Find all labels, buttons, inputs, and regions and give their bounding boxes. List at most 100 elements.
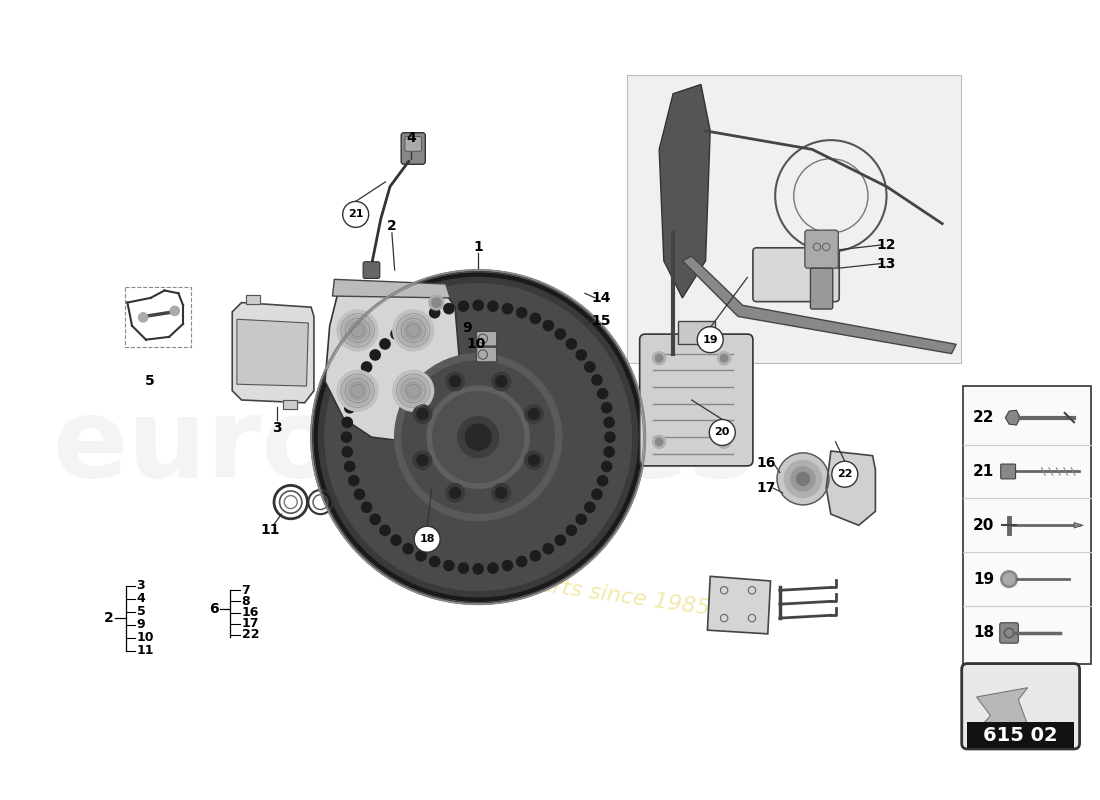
Circle shape (566, 526, 576, 535)
Circle shape (416, 550, 426, 561)
Bar (627, 75, 960, 363)
Text: 2: 2 (387, 219, 397, 234)
Circle shape (398, 376, 428, 406)
Polygon shape (326, 289, 460, 442)
Circle shape (362, 502, 372, 512)
Bar (284, 400, 297, 410)
FancyBboxPatch shape (405, 137, 421, 151)
Circle shape (450, 487, 461, 498)
Circle shape (354, 489, 364, 499)
Circle shape (832, 462, 858, 487)
Circle shape (342, 418, 352, 427)
Text: 8: 8 (242, 595, 250, 608)
Text: 4: 4 (407, 131, 416, 146)
Circle shape (543, 321, 553, 330)
Circle shape (496, 376, 507, 387)
Circle shape (395, 354, 562, 521)
FancyBboxPatch shape (752, 248, 839, 302)
Circle shape (414, 405, 431, 423)
Circle shape (503, 303, 513, 314)
Circle shape (446, 483, 464, 502)
Text: 4: 4 (136, 592, 145, 605)
Circle shape (791, 467, 815, 491)
Polygon shape (977, 688, 1027, 731)
Circle shape (652, 435, 666, 448)
Circle shape (592, 375, 602, 385)
Circle shape (459, 301, 469, 311)
Circle shape (566, 339, 576, 349)
Circle shape (449, 407, 508, 467)
Circle shape (379, 339, 390, 349)
Polygon shape (682, 256, 956, 354)
Circle shape (656, 354, 663, 362)
Text: 5: 5 (145, 374, 154, 389)
Circle shape (525, 405, 543, 423)
Circle shape (517, 308, 527, 318)
Circle shape (349, 475, 359, 486)
Circle shape (585, 362, 595, 372)
Circle shape (576, 514, 586, 524)
Text: 22: 22 (242, 628, 258, 642)
Text: 9: 9 (136, 618, 145, 631)
Circle shape (605, 432, 615, 442)
Bar (246, 295, 260, 305)
Bar (284, 400, 297, 410)
Circle shape (362, 362, 372, 372)
Text: 2: 2 (103, 611, 113, 625)
Circle shape (459, 563, 469, 573)
Circle shape (344, 462, 355, 471)
FancyBboxPatch shape (363, 262, 379, 278)
Circle shape (429, 295, 444, 310)
Circle shape (450, 376, 461, 387)
Circle shape (393, 310, 433, 351)
Circle shape (403, 361, 554, 514)
Circle shape (720, 438, 728, 446)
Circle shape (530, 314, 540, 323)
Text: 7: 7 (242, 584, 251, 597)
Circle shape (465, 424, 492, 450)
Circle shape (432, 298, 441, 307)
Circle shape (528, 454, 539, 466)
Circle shape (604, 446, 614, 457)
Text: 15: 15 (592, 314, 612, 328)
Text: 10: 10 (466, 338, 486, 351)
Text: 20: 20 (972, 518, 994, 533)
Circle shape (517, 557, 527, 566)
Text: eurospares: eurospares (53, 393, 756, 500)
Circle shape (602, 462, 612, 471)
FancyBboxPatch shape (402, 133, 426, 164)
Circle shape (720, 354, 728, 362)
Bar (962, 386, 1091, 665)
Circle shape (784, 460, 822, 498)
Text: 21: 21 (972, 464, 994, 479)
Circle shape (432, 392, 524, 482)
Circle shape (326, 284, 631, 590)
Circle shape (404, 382, 422, 400)
Bar (246, 295, 260, 305)
Circle shape (417, 454, 428, 466)
Circle shape (443, 303, 454, 314)
Circle shape (430, 308, 440, 318)
Circle shape (403, 321, 414, 330)
Circle shape (446, 372, 464, 390)
Circle shape (473, 564, 483, 574)
Circle shape (585, 502, 595, 512)
Circle shape (443, 561, 454, 570)
Text: a passion for parts since 1985: a passion for parts since 1985 (375, 552, 711, 619)
Bar (124, 286, 191, 347)
Text: 615 02: 615 02 (983, 726, 1057, 745)
Text: 19: 19 (703, 334, 718, 345)
Circle shape (710, 419, 735, 446)
Circle shape (430, 557, 440, 566)
Circle shape (415, 526, 440, 552)
Text: 11: 11 (261, 523, 280, 537)
Text: 22: 22 (972, 410, 994, 425)
Polygon shape (232, 302, 314, 402)
Circle shape (139, 313, 147, 322)
Circle shape (556, 535, 565, 546)
Text: 20: 20 (715, 427, 730, 438)
Text: 5: 5 (136, 605, 145, 618)
Text: 13: 13 (877, 257, 896, 270)
Circle shape (602, 402, 612, 413)
Circle shape (337, 370, 378, 411)
